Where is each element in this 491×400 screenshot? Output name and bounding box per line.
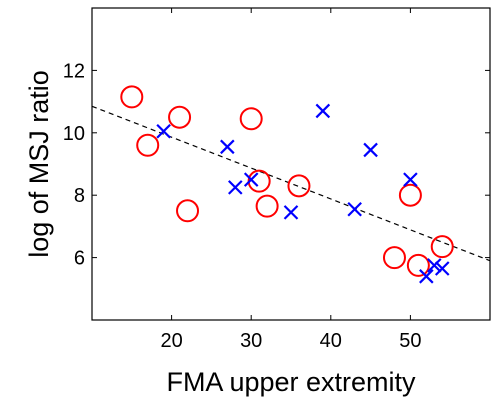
cross-point [315,103,331,119]
series-2-cross-markers [156,103,450,284]
ticks-layer: 20 30 40 50 6 8 10 12 [63,8,490,352]
cross-point [243,172,259,187]
cross-point [220,139,235,155]
cross-point [419,269,434,284]
y-tick-label: 12 [63,60,85,82]
axes-box [91,7,491,321]
points-layer [120,85,454,284]
x-tick-label: 20 [160,330,182,352]
circle-point [255,194,279,218]
circle-point [120,85,144,109]
y-tick-label: 10 [63,123,85,145]
cross-point [363,142,378,158]
circle-point [430,235,454,259]
circle-point [287,174,311,198]
cross-point [347,201,362,217]
cross-point [434,261,450,276]
y-tick-label: 6 [74,248,85,270]
x-tick-label: 50 [399,330,421,352]
circle-point [398,183,422,207]
cross-point [427,258,442,273]
circle-point [168,105,192,129]
cross-point [156,123,171,139]
cross-point [403,172,418,187]
circle-point [136,133,160,157]
y-axis-label: log of MSJ ratio [24,70,54,258]
plot-area [92,8,490,320]
circle-point [239,107,263,131]
x-axis-label: FMA upper extremity [166,367,416,397]
circle-point [176,199,200,223]
y-tick-label: 8 [74,185,85,207]
x-tick-label: 30 [240,330,262,352]
x-tick-label: 40 [320,330,342,352]
circle-point [382,246,406,270]
trendline-layer [91,105,491,262]
cross-point [283,205,299,220]
trendline [91,105,491,262]
cross-point [228,180,243,195]
circle-point [406,253,430,277]
